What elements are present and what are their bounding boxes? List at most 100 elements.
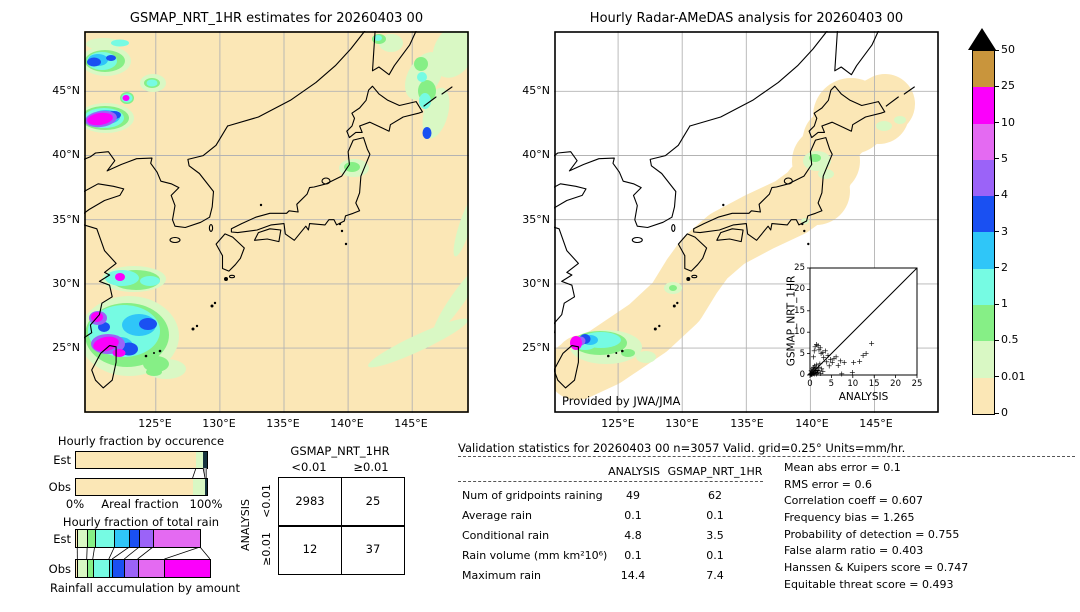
colorbar-tick: [995, 267, 999, 269]
contingency-col-label-ge: ≥0.01: [353, 460, 389, 474]
svg-text:+: +: [833, 353, 840, 362]
bar-segment-purple: [139, 530, 153, 547]
total-rain-caption: Rainfall accumulation by amount: [50, 581, 240, 595]
svg-text:+: +: [810, 369, 817, 378]
bar-segment-blue: [112, 560, 125, 577]
colorbar-tick: [995, 231, 999, 232]
svg-text:+: +: [809, 368, 816, 377]
colorbar-segment-purple: [973, 159, 994, 197]
stats-metric: Mean abs error = 0.1: [784, 461, 901, 474]
bar-segment-green: [86, 560, 93, 577]
bar-segment-wheat: [76, 560, 78, 577]
bar-segment-palegreen: [77, 560, 87, 577]
colorbar-tick: [995, 122, 999, 124]
stats-rg: 62: [708, 489, 722, 502]
colorbar-segment-orchid: [973, 123, 994, 160]
svg-text:+: +: [826, 362, 833, 371]
stats-rg: 3.5: [706, 529, 724, 542]
bar-segment-orchid: [152, 530, 200, 547]
bar-segment-wheat: [76, 452, 196, 468]
svg-text:+: +: [813, 369, 820, 378]
svg-text:+: +: [814, 366, 821, 375]
inset-xtick: 5: [828, 379, 835, 389]
right-map-title: Hourly Radar-AMeDAS analysis for 2026040…: [589, 11, 904, 26]
left-map-ytick: 30°N: [52, 277, 80, 290]
bar-segment-skyblue: [114, 530, 130, 547]
colorbar: 50 25 10 5 4 3 2 1 0.5 0.01 0: [968, 28, 1080, 428]
left-map-precipitation: [84, 31, 469, 379]
svg-text:+: +: [809, 370, 816, 379]
stats-header: Validation statistics for 20260403 00 n=…: [458, 441, 906, 455]
colorbar-segment-palegreen: [973, 341, 994, 378]
right-map-ytick: 25°N: [522, 341, 550, 354]
left-map-xtick: 130°E: [202, 417, 236, 430]
svg-text:+: +: [813, 360, 820, 369]
svg-text:+: +: [823, 357, 830, 366]
svg-text:+: +: [849, 368, 856, 377]
right-map-xtick: 125°E: [601, 417, 635, 430]
svg-text:+: +: [810, 363, 817, 372]
inset-ytick: 0: [799, 370, 805, 380]
colorbar-overflow-triangle: [968, 28, 996, 50]
stats-metric: RMS error = 0.6: [784, 477, 872, 491]
left-map-xtick: 125°E: [138, 417, 172, 430]
svg-text:+: +: [817, 369, 824, 378]
right-map-ytick: 45°N: [522, 84, 550, 97]
contingency-col-title: GSMAP_NRT_1HR: [290, 444, 390, 458]
inset-xtick: 10: [847, 379, 859, 389]
stats-rows: Num of gridpoints raining 49 62 Average rai…: [458, 486, 778, 586]
left-map-xtick: 140°E: [330, 417, 364, 430]
total-rain-connector: [76, 547, 210, 559]
svg-text:+: +: [818, 365, 825, 374]
colorbar-tick: [995, 412, 999, 414]
map-credit: Provided by JWA/JMA: [562, 394, 681, 408]
right-map-xtick: 130°E: [665, 417, 699, 430]
stats-metric: Probability of detection = 0.755: [784, 527, 960, 541]
inset-ytick: 20: [794, 284, 805, 295]
left-map-ytick: 35°N: [52, 213, 80, 226]
stats-metric: Hanssen & Kuipers score = 0.747: [784, 561, 969, 575]
colorbar-segment-wheat: [973, 377, 994, 414]
svg-text:+: +: [817, 344, 824, 353]
occurrence-axis-100: 100%: [189, 497, 223, 511]
stats-ra: 14.4: [620, 569, 646, 582]
bar-segment-palegreen: [195, 452, 204, 468]
total-rain-est-label: Est: [53, 532, 71, 546]
svg-text:+: +: [811, 370, 818, 379]
left-map-xtick: 145°E: [394, 417, 428, 430]
left-map-ytick: 40°N: [52, 148, 80, 161]
colorbar-stack: [972, 50, 995, 415]
svg-text:+: +: [841, 358, 848, 367]
left-map-ytick: 25°N: [52, 341, 80, 354]
svg-text:+: +: [816, 367, 823, 376]
gsmap-precipitation-map: [84, 31, 469, 413]
occurrence-obs-bar: [75, 478, 208, 496]
stats-row: Rain volume (mm km²10⁶) 0.1 0.1: [458, 546, 778, 566]
svg-text:+: +: [815, 363, 822, 372]
svg-text:+: +: [811, 365, 818, 374]
contingency-cell-01: 25: [365, 494, 381, 508]
colorbar-bound-label: 2: [1001, 260, 1008, 274]
colorbar-tick: [995, 303, 999, 305]
svg-text:+: +: [831, 354, 838, 363]
colorbar-tick: [995, 194, 999, 196]
bar-segment-orchid: [137, 560, 165, 577]
bar-segment-purple: [124, 560, 138, 577]
contingency-table: 2983 25 12 37: [278, 477, 405, 575]
colorbar-tick: [995, 339, 999, 341]
bar-segment-wheat: [76, 530, 78, 547]
colorbar-bound-label: 1: [1001, 297, 1008, 311]
colorbar-bound-label: 5: [1001, 151, 1008, 165]
stats-divider-top: [458, 456, 1075, 457]
bar-segment-dark: [205, 479, 207, 495]
colorbar-segment-blue: [973, 196, 994, 233]
colorbar-bound-label: 0.01: [1001, 369, 1026, 383]
colorbar-bound-label: 0.5: [1001, 333, 1019, 347]
bar-segment-cyan: [92, 560, 109, 577]
colorbar-tick: [995, 85, 999, 87]
svg-text:+: +: [835, 361, 842, 370]
inset-xtick: 20: [890, 379, 901, 389]
svg-text:+: +: [822, 347, 829, 356]
colorbar-segment-green: [973, 305, 994, 342]
